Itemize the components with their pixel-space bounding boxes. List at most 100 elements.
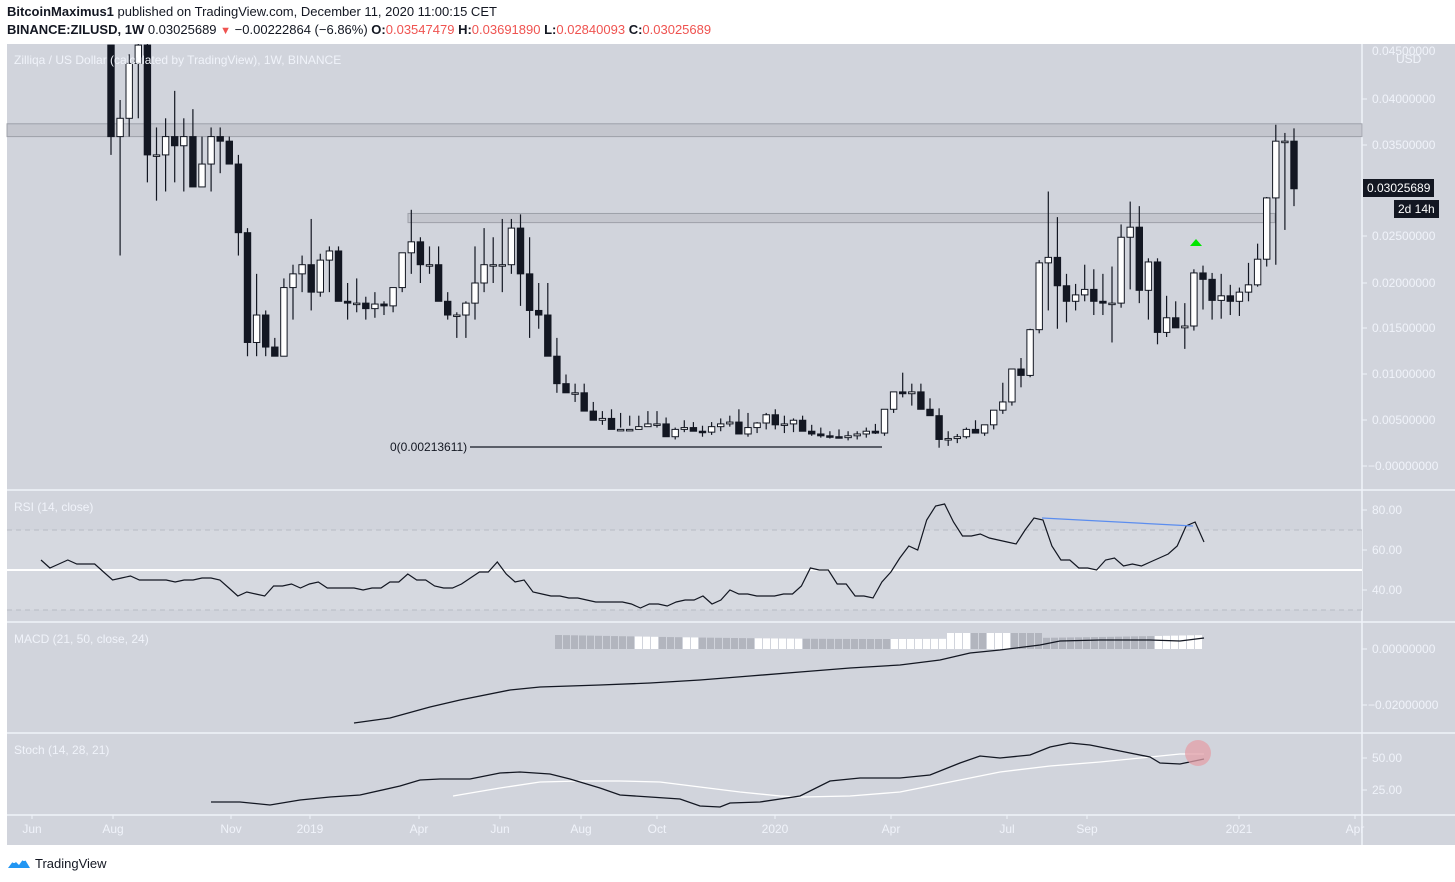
rsi-tick-40: 40.00 (1372, 583, 1403, 597)
candle-body (817, 433, 825, 437)
candle-body (1017, 368, 1025, 376)
macd-histogram-bar (1147, 636, 1154, 649)
macd-histogram-bar (595, 635, 602, 649)
macd-histogram-bar (667, 637, 674, 649)
candle-body (489, 264, 497, 267)
main-pane-title: Zilliqa / US Dollar (calculated by Tradi… (14, 53, 342, 67)
candle-body (498, 264, 507, 267)
candle-body (453, 314, 461, 318)
candle-body (926, 408, 934, 417)
x-tick-label: Apr (409, 822, 429, 836)
symbol-line: BINANCE:ZILUSD, 1W 0.03025689 ▼ −0.00222… (7, 22, 711, 37)
macd-histogram-bar (843, 638, 850, 649)
price-change: −0.00222864 (−6.86%) (234, 22, 368, 37)
candle-body (1135, 226, 1143, 291)
candle-body (216, 136, 224, 142)
y-tick-0045: 0.04500000 (1372, 44, 1436, 58)
x-tick-label: Aug (102, 822, 124, 836)
candle-body (944, 438, 952, 441)
x-tick-label: 2021 (1225, 822, 1253, 836)
publisher-name[interactable]: BitcoinMaximus1 (7, 4, 114, 19)
candle-body (644, 423, 652, 428)
resistance-zone (6, 123, 1363, 138)
candle-body (662, 423, 670, 438)
candle-body (198, 163, 206, 188)
candle-body (862, 430, 870, 435)
macd-histogram-bar (1051, 637, 1058, 649)
currency-label: USD (1396, 52, 1422, 66)
candle-body (1162, 317, 1171, 333)
candle-body (798, 419, 807, 432)
low-label: L: (544, 22, 557, 37)
macd-tick-neg002: −0.02000000 (1368, 698, 1439, 712)
x-tick-label: Apr (1345, 822, 1365, 836)
candle-body (1062, 285, 1071, 302)
candle-body (152, 154, 161, 157)
candle-body (1108, 302, 1116, 306)
candle-body (280, 287, 288, 357)
macd-histogram-bar (707, 637, 714, 649)
candle-body (1153, 261, 1162, 333)
candle-body (726, 421, 734, 425)
macd-histogram-bar (795, 638, 802, 649)
candle-body (962, 428, 971, 438)
macd-histogram-bar (779, 638, 786, 649)
macd-histogram-bar (771, 638, 778, 649)
macd-histogram-bar (867, 638, 874, 649)
candle-body (1172, 317, 1180, 329)
x-tick-label: Jul (999, 822, 1015, 836)
macd-histogram-bar (1083, 637, 1090, 649)
macd-histogram-bar (883, 638, 890, 649)
macd-histogram-bar (1179, 635, 1186, 649)
candle-body (134, 44, 143, 64)
macd-histogram-bar (1019, 633, 1026, 649)
rsi-pane-title: RSI (14, close) (14, 500, 94, 514)
candle-body (116, 117, 124, 138)
stoch-pane-title: Stoch (14, 28, 21) (14, 743, 110, 757)
candle-body (744, 427, 752, 435)
macd-histogram-bar (1171, 635, 1178, 649)
candle-body (626, 428, 634, 432)
rsi-tick-60: 60.00 (1372, 543, 1403, 557)
candle-body (735, 421, 743, 435)
candle-body (826, 435, 834, 438)
x-tick-label: Apr (881, 822, 901, 836)
stoch-tick-25: 25.00 (1372, 783, 1403, 797)
macd-histogram-bar (1027, 633, 1034, 649)
candle-body (480, 264, 488, 284)
candle-body (398, 252, 406, 289)
y-tick-004: 0.04000000 (1372, 92, 1436, 106)
open-label: O: (371, 22, 386, 37)
macd-histogram-bar (1187, 635, 1194, 649)
footer-brand[interactable]: TradingView (7, 855, 107, 871)
macd-histogram-bar (819, 638, 826, 649)
chart-area[interactable] (7, 44, 1455, 845)
macd-histogram-bar (739, 638, 746, 649)
macd-histogram-bar (715, 637, 722, 649)
x-tick-label: Jun (490, 822, 510, 836)
candle-body (507, 227, 516, 266)
published-text: published on TradingView.com, December 1… (113, 4, 497, 19)
macd-histogram-bar (699, 637, 706, 649)
candle-body (225, 140, 234, 165)
footer-brand-text: TradingView (35, 855, 107, 871)
macd-histogram-bar (979, 633, 986, 649)
candle-body (380, 303, 388, 307)
macd-histogram-bar (955, 633, 962, 649)
y-tick-0005: 0.00500000 (1372, 413, 1436, 427)
macd-histogram-bar (963, 633, 970, 649)
macd-histogram-bar (691, 637, 698, 649)
candle-body (889, 391, 898, 410)
candle-body (544, 314, 552, 357)
macd-histogram-bar (835, 638, 842, 649)
macd-histogram-bar (555, 635, 562, 649)
macd-histogram-bar (995, 633, 1002, 649)
macd-histogram-bar (915, 638, 922, 649)
macd-histogram-bar (1099, 636, 1106, 649)
candle-body (161, 136, 170, 156)
macd-histogram-bar (635, 636, 642, 649)
candle-body (1035, 262, 1043, 331)
macd-histogram-bar (755, 638, 762, 649)
macd-histogram-bar (1163, 635, 1170, 649)
